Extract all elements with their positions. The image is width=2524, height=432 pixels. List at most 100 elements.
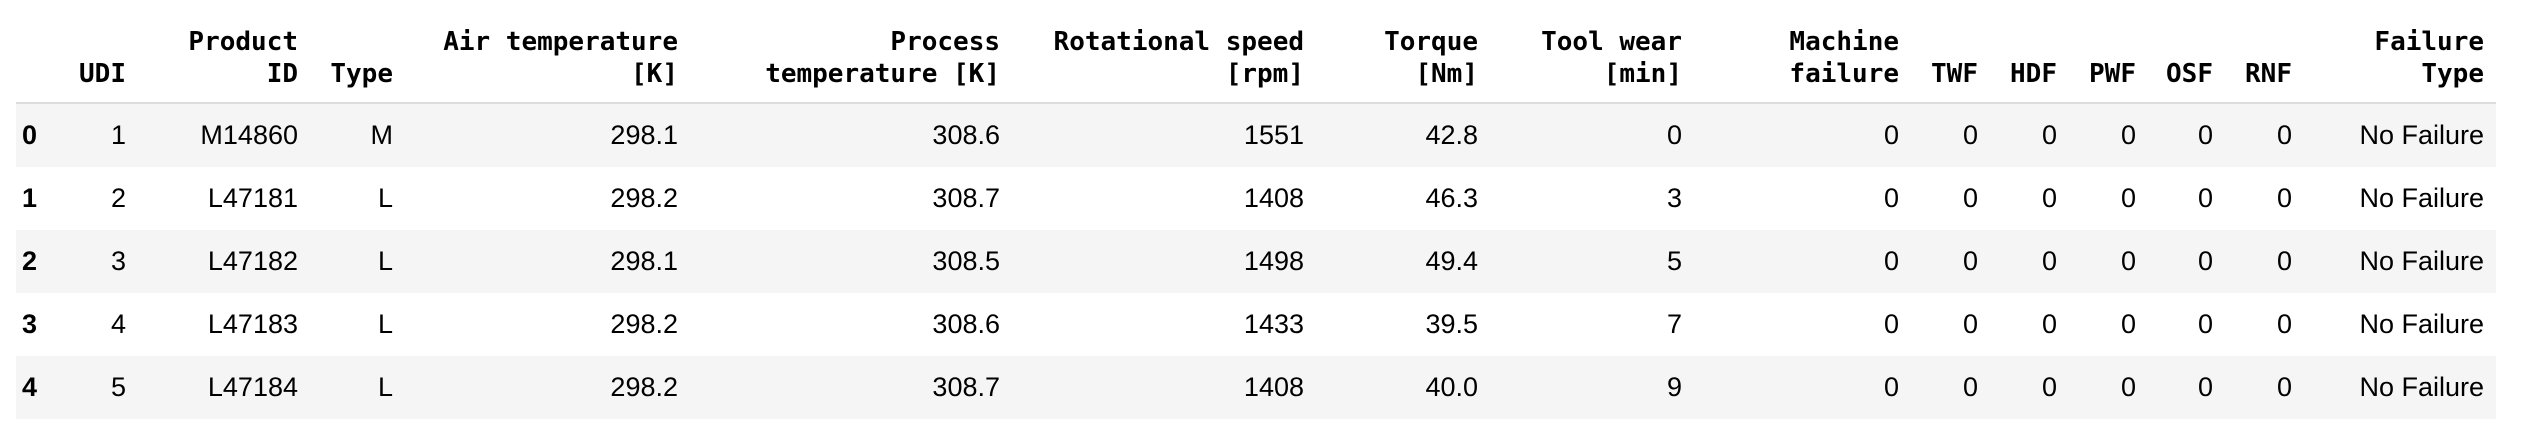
header-line: Product	[188, 27, 298, 57]
cell: 298.2	[405, 356, 690, 419]
cell: No Failure	[2304, 103, 2496, 167]
header-row: UDI Product ID Type Air temperature [K] Proces…	[16, 0, 2496, 104]
cell: 0	[1990, 103, 2069, 167]
column-header: Failure Type	[2304, 0, 2496, 104]
header-line: ID	[266, 59, 298, 89]
cell: 0	[2197, 183, 2213, 213]
column-header: Air temperature [K]	[405, 0, 690, 104]
header-line: Tool wear	[1541, 27, 1682, 57]
cell: 1551	[1012, 103, 1316, 167]
cell: 0	[1490, 103, 1694, 167]
cell: 7	[1666, 309, 1682, 339]
cell: No Failure	[2359, 309, 2484, 339]
cell: 0	[2120, 183, 2136, 213]
column-header: OSF	[2148, 0, 2225, 104]
column-header: UDI	[64, 0, 138, 104]
cell: L	[310, 356, 405, 419]
cell: 0	[2069, 356, 2148, 419]
cell: 1433	[1243, 309, 1304, 339]
cell: 0	[2276, 183, 2292, 213]
cell: 5	[64, 356, 138, 419]
column-header: Machine failure	[1694, 0, 1911, 104]
row-index: 4	[16, 356, 64, 419]
header-line: [Nm]	[1415, 59, 1478, 89]
row-index: 0	[16, 103, 64, 167]
cell: 0	[2041, 309, 2057, 339]
cell: 0	[2120, 309, 2136, 339]
cell: 0	[1990, 356, 2069, 419]
cell: 308.7	[932, 183, 1000, 213]
cell: 0	[2148, 103, 2225, 167]
cell: 0	[1962, 309, 1978, 339]
cell: 308.6	[690, 103, 1012, 167]
cell: No Failure	[2304, 356, 2496, 419]
table-row: 2 3 L47182 L 298.1 308.5 1498 49.4 5 0 0 0 0 0 0 No Fai…	[16, 230, 2496, 293]
header-line: Torque	[1384, 27, 1478, 57]
cell: 0	[1694, 230, 1911, 293]
table-row: 0 1 M14860 M 298.1 308.6 1551 42.8 0 0 0 0 0 0 0 No Fai…	[16, 103, 2496, 167]
cell: 0	[2148, 230, 2225, 293]
column-header: Process temperature [K]	[690, 0, 1012, 104]
cell: 0	[2225, 103, 2304, 167]
column-header: Rotational speed [rpm]	[1012, 0, 1316, 104]
column-header: PWF	[2069, 0, 2148, 104]
header-line: temperature [K]	[765, 59, 1000, 89]
header-line: [rpm]	[1225, 59, 1304, 89]
cell: 0	[1962, 183, 1978, 213]
column-header: Torque [Nm]	[1316, 0, 1490, 104]
cell: 0	[1911, 356, 1990, 419]
cell: 49.4	[1316, 230, 1490, 293]
cell: 46.3	[1425, 183, 1478, 213]
cell: 5	[1490, 230, 1694, 293]
row-index: 3	[22, 309, 38, 339]
header-line: Type	[330, 59, 393, 89]
column-header: Product ID	[138, 0, 310, 104]
cell: 308.5	[690, 230, 1012, 293]
cell: 308.6	[932, 309, 1000, 339]
cell: 0	[1883, 183, 1899, 213]
cell: 9	[1490, 356, 1694, 419]
cell: 0	[1990, 230, 2069, 293]
cell: 0	[2041, 183, 2057, 213]
header-line: RNF	[2245, 59, 2292, 89]
cell: 0	[2069, 230, 2148, 293]
cell: L47181	[207, 183, 298, 213]
cell: L	[377, 309, 393, 339]
header-line: failure	[1789, 59, 1899, 89]
cell: 1408	[1012, 356, 1316, 419]
header-line: Rotational speed	[1053, 27, 1304, 57]
cell: L	[310, 230, 405, 293]
header-line: [K]	[631, 59, 678, 89]
cell: 4	[110, 309, 126, 339]
header-line: [min]	[1603, 59, 1682, 89]
cell: 1	[64, 103, 138, 167]
table-row: 1 2 L47181 L 298.2 308.7 1408 46.3 3 0 0 0 0 0 0 No Fai…	[16, 167, 2496, 230]
column-header: TWF	[1911, 0, 1990, 104]
header-line: Machine	[1789, 27, 1899, 57]
cell: 0	[1911, 230, 1990, 293]
table-row: 4 5 L47184 L 298.2 308.7 1408 40.0 9 0 0 0 0 0 0 No Fai…	[16, 356, 2496, 419]
header-line: TWF	[1931, 59, 1978, 89]
cell: 1408	[1243, 183, 1304, 213]
cell: L47184	[138, 356, 310, 419]
cell: L47183	[207, 309, 298, 339]
index-header	[16, 0, 64, 104]
cell: 298.1	[405, 230, 690, 293]
cell: 39.5	[1425, 309, 1478, 339]
cell: 0	[2069, 103, 2148, 167]
cell: 298.2	[610, 309, 678, 339]
cell: 308.7	[690, 356, 1012, 419]
cell: 3	[1666, 183, 1682, 213]
cell: 40.0	[1316, 356, 1490, 419]
row-index: 1	[22, 183, 38, 213]
cell: 0	[1911, 103, 1990, 167]
cell: 0	[1694, 356, 1911, 419]
table-row: 3 4 L47183 L 298.2 308.6 1433 39.5 7 0 0 0 0 0 0 No Fai…	[16, 293, 2496, 356]
cell: L47182	[138, 230, 310, 293]
column-header: RNF	[2225, 0, 2304, 104]
column-header: Type	[310, 0, 405, 104]
header-line: PWF	[2089, 59, 2136, 89]
cell: M14860	[138, 103, 310, 167]
cell: 0	[2225, 230, 2304, 293]
header-line: Type	[2421, 59, 2484, 89]
